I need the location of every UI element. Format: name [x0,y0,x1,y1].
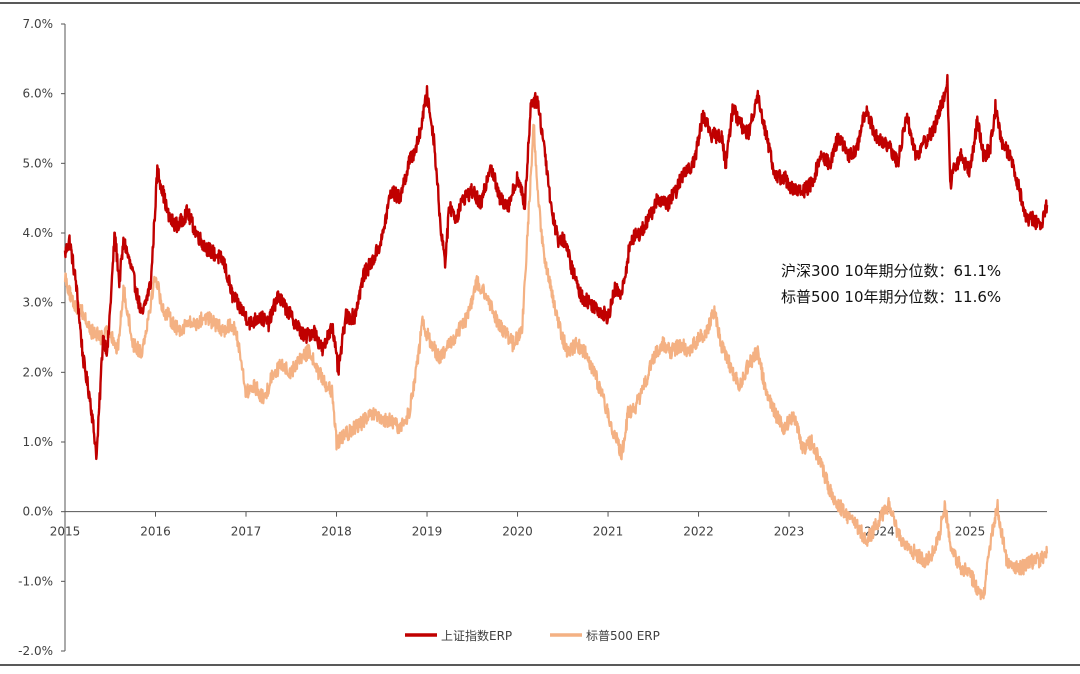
x-tick-label: 2018 [321,525,352,539]
x-tick-label: 2015 [50,525,81,539]
y-tick-label: 1.0% [23,435,54,449]
legend-label: 标普500 ERP [586,629,660,643]
annotation-sp500: 标普500 10年期分位数：11.6% [781,288,1001,306]
series-line-shanghai-erp [63,73,1049,461]
series-line-sp500-erp [63,123,1049,601]
x-tick-label: 2021 [593,525,624,539]
axes: 7.0% 6.0% 5.0% 4.0% 3.0% 2.0% 1.0% 0.0% -1.0% -2.… [18,17,1047,658]
x-tick-label: 2017 [231,525,262,539]
legend-label: 上证指数ERP [441,628,512,643]
x-tick-label: 2025 [955,525,986,539]
y-tick-label: 4.0% [23,226,54,240]
y-tick-label: 2.0% [23,365,54,379]
series-lines [63,73,1049,601]
y-tick-label: 6.0% [23,87,54,101]
y-tick-label: 7.0% [23,17,54,31]
legend: 上证指数ERP 标普500 ERP [405,628,660,643]
y-tick-label: -2.0% [18,644,53,658]
x-tick-label: 2022 [683,525,714,539]
x-tick-label: 2023 [774,525,805,539]
y-tick-label: 0.0% [23,505,54,519]
x-tick-label: 2020 [502,525,533,539]
annotation-csi300: 沪深300 10年期分位数：61.1% [781,262,1001,280]
x-tick-label: 2016 [140,525,171,539]
y-tick-label: 3.0% [23,296,54,310]
y-tick-label: -1.0% [18,574,53,588]
x-tick-label: 2019 [412,525,443,539]
y-tick-label: 5.0% [23,156,54,170]
